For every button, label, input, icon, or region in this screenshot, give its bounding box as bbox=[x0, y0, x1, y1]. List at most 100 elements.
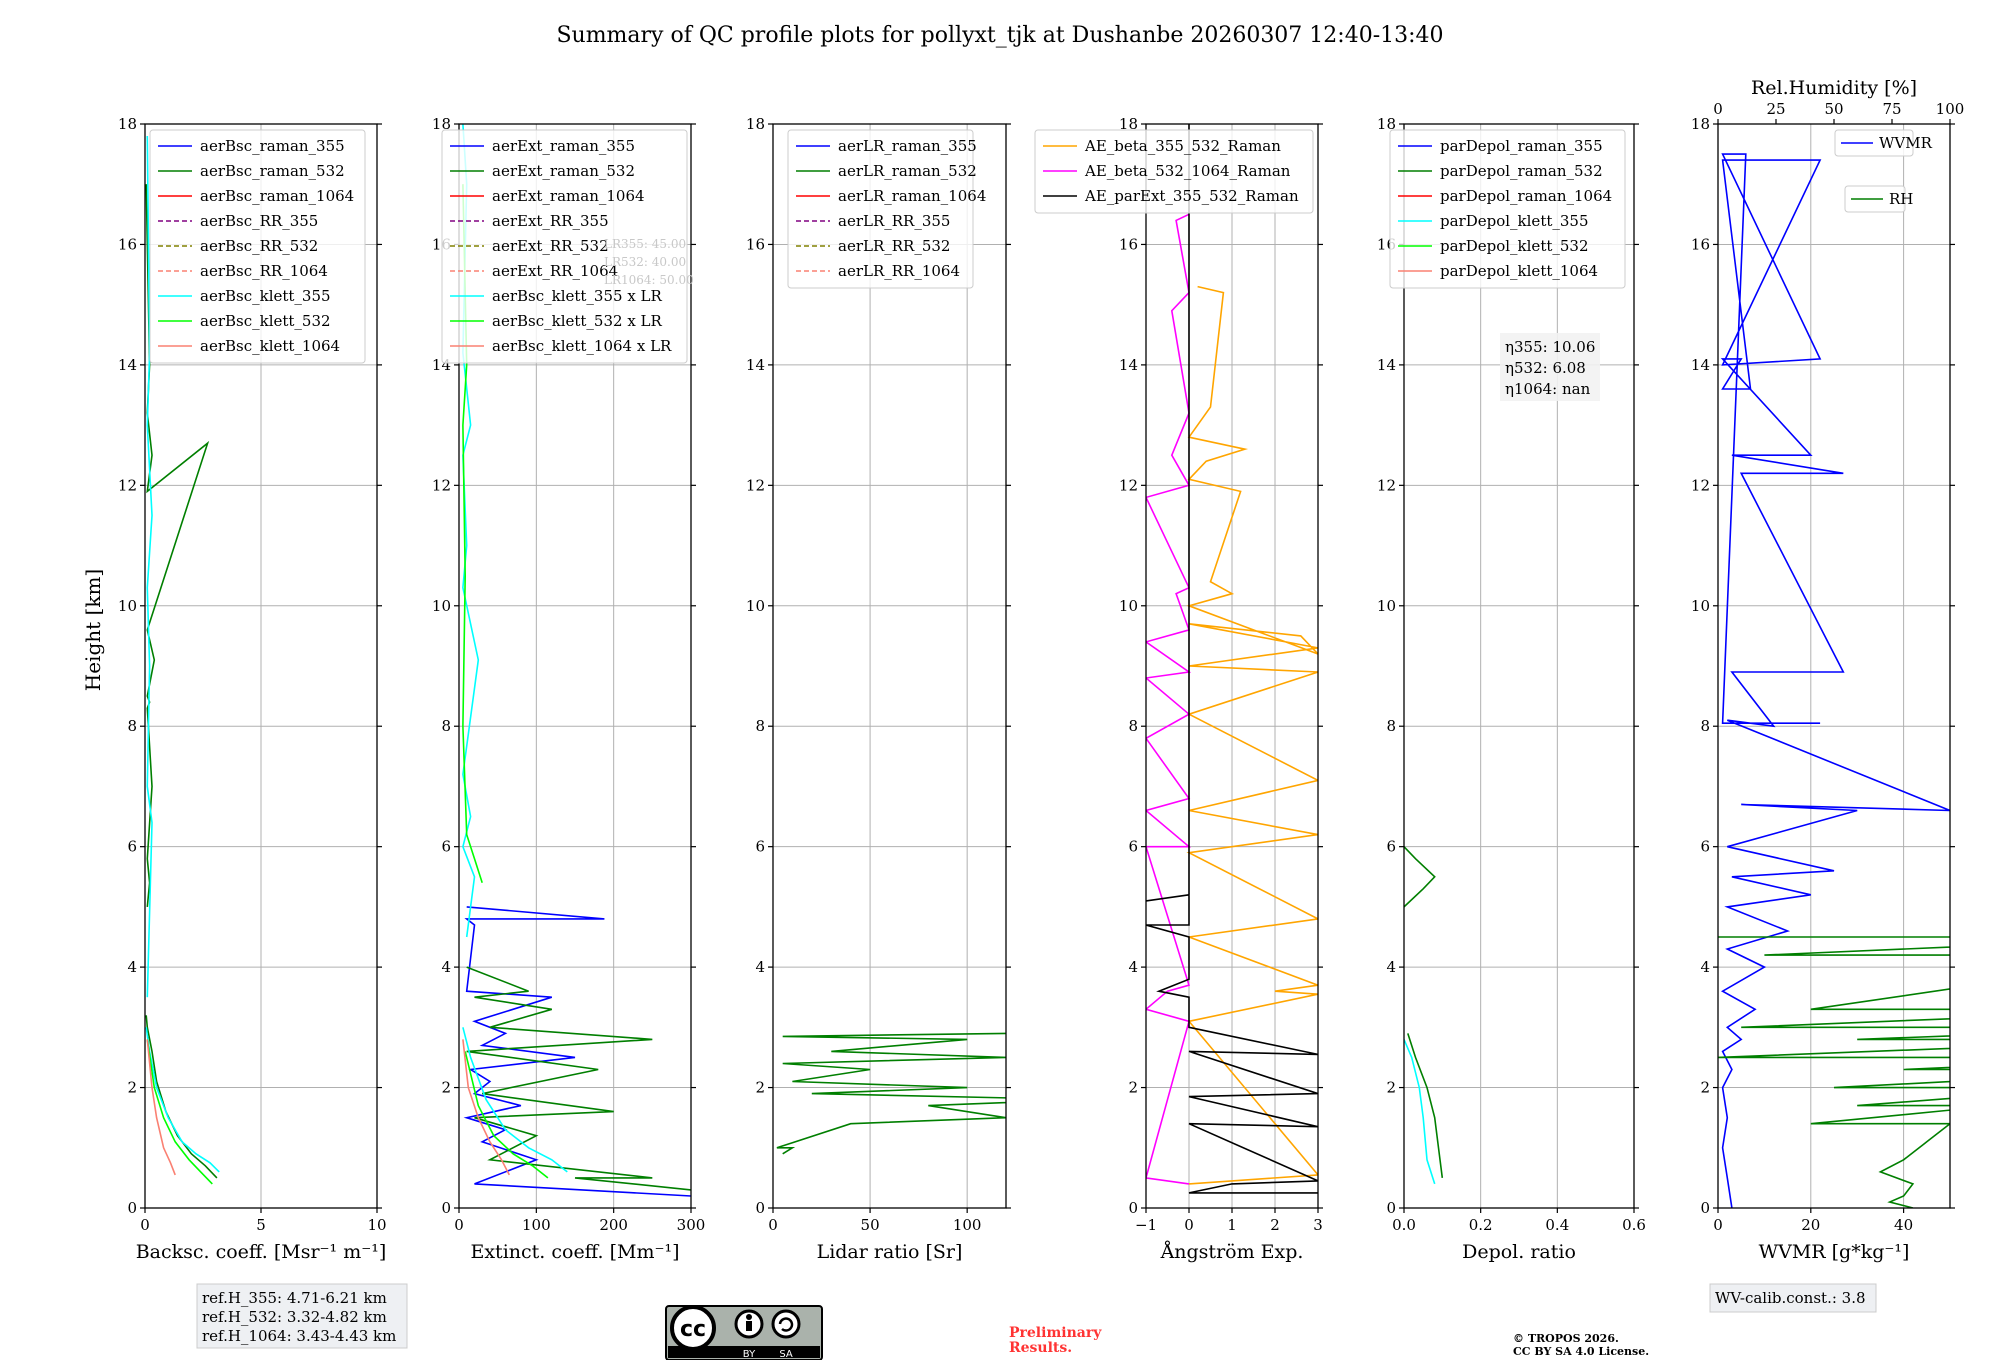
series-AE_beta_532_1064_Raman bbox=[1146, 213, 1192, 1185]
x-axis-label: Ångström Exp. bbox=[1160, 1241, 1304, 1263]
top-tick-label: 0 bbox=[1713, 100, 1723, 118]
top-tick-label: 100 bbox=[1936, 100, 1965, 118]
ref-height-box: ref.H_355: 4.71-6.21 km ref.H_532: 3.32-… bbox=[196, 1283, 408, 1349]
legend-entry: aerBsc_RR_532 bbox=[200, 237, 318, 255]
legend-entry: aerBsc_raman_1064 bbox=[200, 187, 354, 205]
y-tick-label: 4 bbox=[1700, 958, 1710, 976]
series-aerExt_raman_355 bbox=[463, 906, 691, 1197]
x-tick-label: 50 bbox=[861, 1216, 880, 1234]
y-tick-label: 8 bbox=[441, 717, 451, 735]
series-parDepol_raman_532 bbox=[1404, 846, 1436, 908]
y-tick-label: 14 bbox=[1691, 356, 1710, 374]
y-tick-label: 14 bbox=[1119, 356, 1138, 374]
legend-entry: AE_beta_355_532_Raman bbox=[1084, 137, 1281, 155]
legend-entry: aerLR_raman_532 bbox=[838, 162, 977, 180]
series-group bbox=[145, 135, 220, 1185]
series-aerBsc_klett_1064 bbox=[146, 1039, 176, 1176]
series-group bbox=[1146, 124, 1318, 1194]
y-tick-label: 12 bbox=[1119, 476, 1138, 494]
panel-lidar_ratio: 0 2 4 6 8 10 12 14 16 18 0 50 100 Lidar ratio [Sr] aer… bbox=[746, 115, 1011, 1263]
legend-entry: aerLR_raman_355 bbox=[838, 137, 977, 155]
x-tick-label: 0 bbox=[1713, 1216, 1723, 1234]
y-tick-label: 10 bbox=[1119, 597, 1138, 615]
x-tick-label: −1 bbox=[1135, 1216, 1157, 1234]
x-tick-label: 100 bbox=[953, 1216, 982, 1234]
y-tick-label: 0 bbox=[441, 1199, 451, 1217]
legend-entry: aerBsc_klett_1064 x LR bbox=[492, 337, 672, 355]
copyright-line1: © TROPOS 2026. bbox=[1513, 1332, 1619, 1345]
x-axis-label: Extinct. coeff. [Mm⁻¹] bbox=[470, 1241, 679, 1263]
y-tick-label: 8 bbox=[1128, 717, 1138, 735]
y-tick-label: 8 bbox=[1700, 717, 1710, 735]
x-axis-label: Depol. ratio bbox=[1462, 1241, 1576, 1263]
series-group bbox=[462, 124, 691, 1197]
lr-annotation: LR532: 40.00 bbox=[604, 255, 686, 269]
y-tick-label: 0 bbox=[1700, 1199, 1710, 1217]
series-AE_parExt_355_532_Raman bbox=[1146, 124, 1318, 1194]
y-tick-label: 6 bbox=[1700, 838, 1710, 856]
legend-entry: aerExt_raman_1064 bbox=[492, 187, 645, 205]
x-tick-label: 0 bbox=[140, 1216, 150, 1234]
y-tick-label: 18 bbox=[1377, 115, 1396, 133]
y-tick-label: 6 bbox=[755, 838, 765, 856]
y-tick-label: 0 bbox=[127, 1199, 137, 1217]
y-tick-label: 12 bbox=[432, 476, 451, 494]
legend-entry: parDepol_raman_532 bbox=[1440, 162, 1603, 180]
legend-entry: parDepol_raman_355 bbox=[1440, 137, 1603, 155]
legend-backscatter: aerBsc_raman_355 aerBsc_raman_532 aerBsc_r… bbox=[149, 129, 366, 364]
series-group bbox=[1404, 846, 1444, 1185]
y-tick-label: 14 bbox=[118, 356, 137, 374]
wv-calib-text: WV-calib.const.: 3.8 bbox=[1715, 1289, 1866, 1307]
x-tick-label: 0 bbox=[454, 1216, 464, 1234]
y-tick-label: 2 bbox=[127, 1079, 137, 1097]
series-parDepol_raman_532 bbox=[1407, 1033, 1444, 1179]
series-WVMR bbox=[1720, 153, 1950, 1208]
y-tick-label: 6 bbox=[127, 838, 137, 856]
y-axis-label: Height [km] bbox=[81, 569, 105, 691]
y-tick-label: 12 bbox=[746, 476, 765, 494]
legend-entry: parDepol_raman_1064 bbox=[1440, 187, 1612, 205]
y-tick-label: 8 bbox=[127, 717, 137, 735]
series-aerBsc_klett_355 x LR bbox=[462, 1027, 568, 1173]
copyright-line2: CC BY SA 4.0 License. bbox=[1513, 1345, 1649, 1358]
x-tick-label: 20 bbox=[1801, 1216, 1820, 1234]
cc-text: cc bbox=[680, 1317, 706, 1342]
y-tick-label: 8 bbox=[1386, 717, 1396, 735]
x-tick-label: 0.0 bbox=[1392, 1216, 1416, 1234]
y-tick-label: 12 bbox=[118, 476, 137, 494]
series-aerBsc_klett_1064 x LR bbox=[462, 1039, 511, 1176]
series-aerBsc_klett_532 bbox=[146, 1039, 213, 1185]
cc-license-badge: cc BY SA bbox=[665, 1305, 823, 1360]
y-tick-label: 6 bbox=[1386, 838, 1396, 856]
axes-frame bbox=[772, 123, 1007, 1209]
y-tick-label: 14 bbox=[746, 356, 765, 374]
series-group bbox=[1718, 153, 1950, 1208]
series-aerBsc_klett_355 bbox=[146, 135, 153, 998]
x-tick-label: 0 bbox=[768, 1216, 778, 1234]
series-AE_beta_355_532_Raman bbox=[1186, 285, 1318, 1185]
top-axis-label: Rel.Humidity [%] bbox=[1751, 77, 1917, 99]
x-tick-label: 200 bbox=[599, 1216, 628, 1234]
ref-height-1064: ref.H_1064: 3.43-4.43 km bbox=[202, 1327, 396, 1345]
y-tick-label: 10 bbox=[118, 597, 137, 615]
y-tick-label: 10 bbox=[746, 597, 765, 615]
y-tick-label: 12 bbox=[1691, 476, 1710, 494]
legend-entry: aerBsc_klett_355 bbox=[200, 287, 331, 305]
legend-entry: aerBsc_klett_532 bbox=[200, 312, 331, 330]
x-tick-label: 1 bbox=[1227, 1216, 1237, 1234]
y-tick-label: 4 bbox=[1386, 958, 1396, 976]
y-tick-label: 10 bbox=[432, 597, 451, 615]
by-text: BY bbox=[743, 1349, 756, 1360]
wv-calib-box: WV-calib.const.: 3.8 bbox=[1709, 1283, 1877, 1313]
x-tick-label: 0.6 bbox=[1622, 1216, 1646, 1234]
y-tick-label: 18 bbox=[746, 115, 765, 133]
y-tick-label: 16 bbox=[1119, 235, 1138, 253]
lr-annotation: LR355: 45.00 bbox=[604, 237, 686, 251]
legend-entry: aerExt_RR_532 bbox=[492, 237, 609, 255]
figure-title: Summary of QC profile plots for pollyxt_… bbox=[556, 23, 1443, 48]
y-tick-label: 2 bbox=[755, 1079, 765, 1097]
